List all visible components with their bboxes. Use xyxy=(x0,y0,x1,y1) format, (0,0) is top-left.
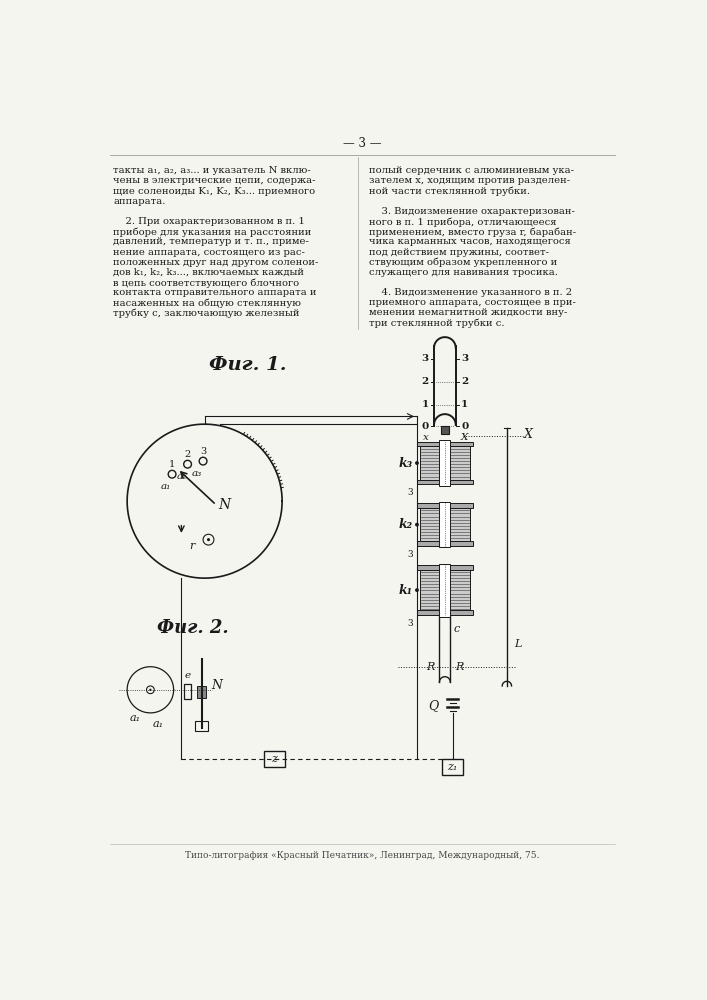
Text: 4. Видоизменение указанного в п. 2: 4. Видоизменение указанного в п. 2 xyxy=(369,288,572,297)
Text: a₁: a₁ xyxy=(129,713,141,723)
Text: N: N xyxy=(211,679,222,692)
Text: x: x xyxy=(423,433,428,442)
Text: Типо-литография «Красный Печатник», Ленинград, Международный, 75.: Типо-литография «Красный Печатник», Лени… xyxy=(185,851,539,860)
Text: X: X xyxy=(461,433,469,442)
Text: z₁: z₁ xyxy=(448,762,458,772)
Text: 1: 1 xyxy=(169,460,175,469)
Text: приборе для указания на расстоянии: приборе для указания на расстоянии xyxy=(113,227,312,237)
Bar xyxy=(442,759,464,774)
Text: c: c xyxy=(453,624,460,634)
Bar xyxy=(195,721,208,731)
Text: 0: 0 xyxy=(421,422,428,431)
Text: 3. Видоизменение охарактеризован-: 3. Видоизменение охарактеризован- xyxy=(369,207,575,216)
Bar xyxy=(441,426,449,434)
Bar xyxy=(417,480,473,484)
Text: применением, вместо груза r, барабан-: применением, вместо груза r, барабан- xyxy=(369,227,576,237)
Text: 1: 1 xyxy=(461,400,469,409)
Text: k₃: k₃ xyxy=(399,457,413,470)
Text: e: e xyxy=(185,671,191,680)
Text: чика карманных часов, находящегося: чика карманных часов, находящегося xyxy=(369,237,571,246)
Bar xyxy=(417,442,473,446)
Text: Фиг. 2.: Фиг. 2. xyxy=(157,619,229,637)
Text: X: X xyxy=(524,428,533,441)
Text: 0: 0 xyxy=(461,422,469,431)
Text: N: N xyxy=(218,498,230,512)
Circle shape xyxy=(415,461,419,465)
Text: такты a₁, a₂, a₃... и указатель N вклю-: такты a₁, a₂, a₃... и указатель N вклю- xyxy=(113,166,311,175)
Text: a₂: a₂ xyxy=(176,472,187,481)
Text: 2: 2 xyxy=(185,450,191,459)
Text: под действием пружины, соответ-: под действием пружины, соответ- xyxy=(369,248,549,257)
Text: 2: 2 xyxy=(421,377,428,386)
Text: аппарата.: аппарата. xyxy=(113,197,165,206)
Text: ной части стеклянной трубки.: ной части стеклянной трубки. xyxy=(369,187,530,196)
Text: дов k₁, k₂, k₃..., включаемых каждый: дов k₁, k₂, k₃..., включаемых каждый xyxy=(113,268,304,277)
Bar xyxy=(440,502,450,547)
Bar xyxy=(417,503,473,508)
Text: R: R xyxy=(426,662,435,672)
Circle shape xyxy=(149,689,151,691)
Bar xyxy=(417,610,473,615)
Bar xyxy=(420,508,469,541)
Text: ного в п. 1 прибора, отличающееся: ного в п. 1 прибора, отличающееся xyxy=(369,217,556,227)
Text: a₃: a₃ xyxy=(192,469,202,478)
Text: Фиг. 1.: Фиг. 1. xyxy=(209,356,286,374)
Circle shape xyxy=(207,538,210,541)
Text: a₁: a₁ xyxy=(160,482,171,491)
Text: чены в электрические цепи, содержа-: чены в электрические цепи, содержа- xyxy=(113,176,315,185)
Bar xyxy=(417,541,473,546)
Bar xyxy=(440,564,450,617)
Bar xyxy=(197,686,206,698)
Text: 3: 3 xyxy=(407,550,413,559)
Text: ствующим образом укрепленного и: ствующим образом укрепленного и xyxy=(369,258,557,267)
Text: приемного аппарата, состоящее в при-: приемного аппарата, состоящее в при- xyxy=(369,298,575,307)
Text: a₁: a₁ xyxy=(153,719,164,729)
Text: служащего для навивания тросика.: служащего для навивания тросика. xyxy=(369,268,558,277)
Text: 1: 1 xyxy=(421,400,428,409)
Text: полый сердечник с алюминиевым ука-: полый сердечник с алюминиевым ука- xyxy=(369,166,574,175)
Text: 2. При охарактеризованном в п. 1: 2. При охарактеризованном в п. 1 xyxy=(113,217,305,226)
Text: 3: 3 xyxy=(200,447,206,456)
Bar xyxy=(440,440,450,486)
Text: трубку c, заключающую железный: трубку c, заключающую железный xyxy=(113,308,300,318)
Text: давлений, температур и т. п., приме-: давлений, температур и т. п., приме- xyxy=(113,237,309,246)
Text: L: L xyxy=(515,639,522,649)
Bar xyxy=(184,684,192,699)
Bar xyxy=(420,446,469,480)
Text: положенных друг над другом соленои-: положенных друг над другом соленои- xyxy=(113,258,319,267)
Text: r: r xyxy=(189,541,194,551)
Text: 3: 3 xyxy=(407,488,413,497)
Text: 3: 3 xyxy=(461,354,468,363)
Circle shape xyxy=(415,588,419,592)
Text: щие соленоиды K₁, K₂, K₃... приемного: щие соленоиды K₁, K₂, K₃... приемного xyxy=(113,187,315,196)
Bar xyxy=(264,751,285,767)
Bar xyxy=(417,565,473,570)
Text: Q: Q xyxy=(428,699,438,712)
Text: контакта отправительного аппарата и: контакта отправительного аппарата и xyxy=(113,288,317,297)
Circle shape xyxy=(415,523,419,527)
Text: зателем x, ходящим против разделен-: зателем x, ходящим против разделен- xyxy=(369,176,570,185)
Text: — 3 —: — 3 — xyxy=(343,137,381,150)
Text: k₂: k₂ xyxy=(399,518,413,531)
Text: R: R xyxy=(455,662,463,672)
Text: 2: 2 xyxy=(461,377,469,386)
Text: в цепь соответствующего блочного: в цепь соответствующего блочного xyxy=(113,278,299,288)
Text: z: z xyxy=(271,754,277,764)
Text: нение аппарата, состоящего из рас-: нение аппарата, состоящего из рас- xyxy=(113,248,305,257)
Text: менении немагнитной жидкости вну-: менении немагнитной жидкости вну- xyxy=(369,308,567,317)
Bar xyxy=(420,570,469,610)
Text: насаженных на общую стеклянную: насаженных на общую стеклянную xyxy=(113,298,301,308)
Text: 3: 3 xyxy=(421,354,428,363)
Text: k₁: k₁ xyxy=(399,584,413,597)
Text: три стеклянной трубки c.: три стеклянной трубки c. xyxy=(369,319,504,328)
Text: 3: 3 xyxy=(407,619,413,628)
